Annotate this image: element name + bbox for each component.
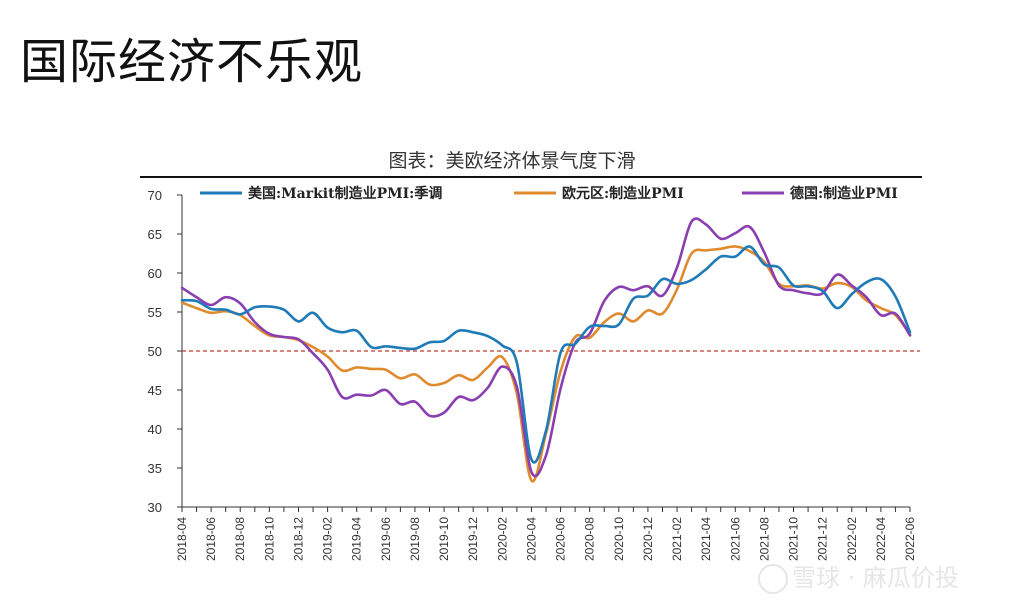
watermark: 雪球 · 麻瓜价投: [758, 558, 959, 594]
x-tick-label: 2019-06: [379, 517, 393, 561]
x-tick-label: 2019-04: [350, 517, 364, 561]
series-lines: [180, 217, 912, 483]
y-tick-label: 30: [148, 500, 162, 515]
title-divider: [140, 176, 922, 178]
y-tick-label: 35: [148, 461, 162, 476]
x-tick-label: 2018-04: [175, 517, 189, 561]
x-tick-label: 2021-02: [670, 517, 684, 561]
y-tick-label: 60: [148, 266, 162, 281]
series-germany-pmi-line: [180, 217, 912, 478]
x-tick-label: 2019-02: [321, 517, 335, 561]
x-tick-label: 2020-06: [554, 517, 568, 561]
watermark-logo-icon: [758, 564, 788, 594]
legend-label: 德国:制造业PMI: [790, 185, 898, 202]
x-tick-label: 2019-10: [437, 517, 451, 561]
x-tick-label: 2020-04: [524, 517, 538, 561]
series-us-markit-pmi-line: [180, 245, 912, 464]
x-tick-label: 2021-08: [757, 517, 771, 561]
x-tick-label: 2020-10: [612, 517, 626, 561]
y-tick-label: 45: [148, 383, 162, 398]
y-tick-label: 65: [148, 227, 162, 242]
x-tick-label: 2021-12: [816, 517, 830, 561]
x-tick-label: 2022-02: [845, 517, 859, 561]
y-tick-label: 40: [148, 422, 162, 437]
x-tick-label: 2021-10: [787, 517, 801, 561]
x-tick-label: 2018-10: [262, 517, 276, 561]
x-tick-label: 2018-08: [233, 517, 247, 561]
chart-title: 图表：美欧经济体景气度下滑: [388, 150, 636, 172]
x-tick-label: 2022-04: [874, 517, 888, 561]
x-tick-label: 2018-12: [291, 517, 305, 561]
chart-ticks: 30 35 40 45 50 55 60 65 70 2018-04 2018-06 2018-08 2…: [148, 188, 917, 561]
x-tick-label: 2021-04: [699, 517, 713, 561]
chart-legend: 美国:Markit制造业PMI:季调 欧元区:制造业PMI 德国:制造业PMI: [200, 185, 898, 202]
x-tick-label: 2019-08: [408, 517, 422, 561]
x-tick-label: 2019-12: [466, 517, 480, 561]
x-tick-label: 2020-12: [641, 517, 655, 561]
watermark-text: 雪球 · 麻瓜价投: [792, 564, 959, 592]
y-tick-label: 55: [148, 305, 162, 320]
page-title: 国际经济不乐观: [20, 34, 364, 90]
legend-label: 欧元区:制造业PMI: [562, 185, 684, 202]
x-tick-label: 2020-02: [495, 517, 509, 561]
x-tick-label: 2018-06: [204, 517, 218, 561]
y-tick-label: 70: [148, 188, 162, 203]
x-tick-label: 2020-08: [583, 517, 597, 561]
y-tick-label: 50: [148, 344, 162, 359]
x-tick-label: 2022-06: [903, 517, 917, 561]
series-eurozone-pmi-line: [180, 245, 912, 483]
legend-label: 美国:Markit制造业PMI:季调: [248, 185, 442, 202]
x-tick-label: 2021-06: [728, 517, 742, 561]
